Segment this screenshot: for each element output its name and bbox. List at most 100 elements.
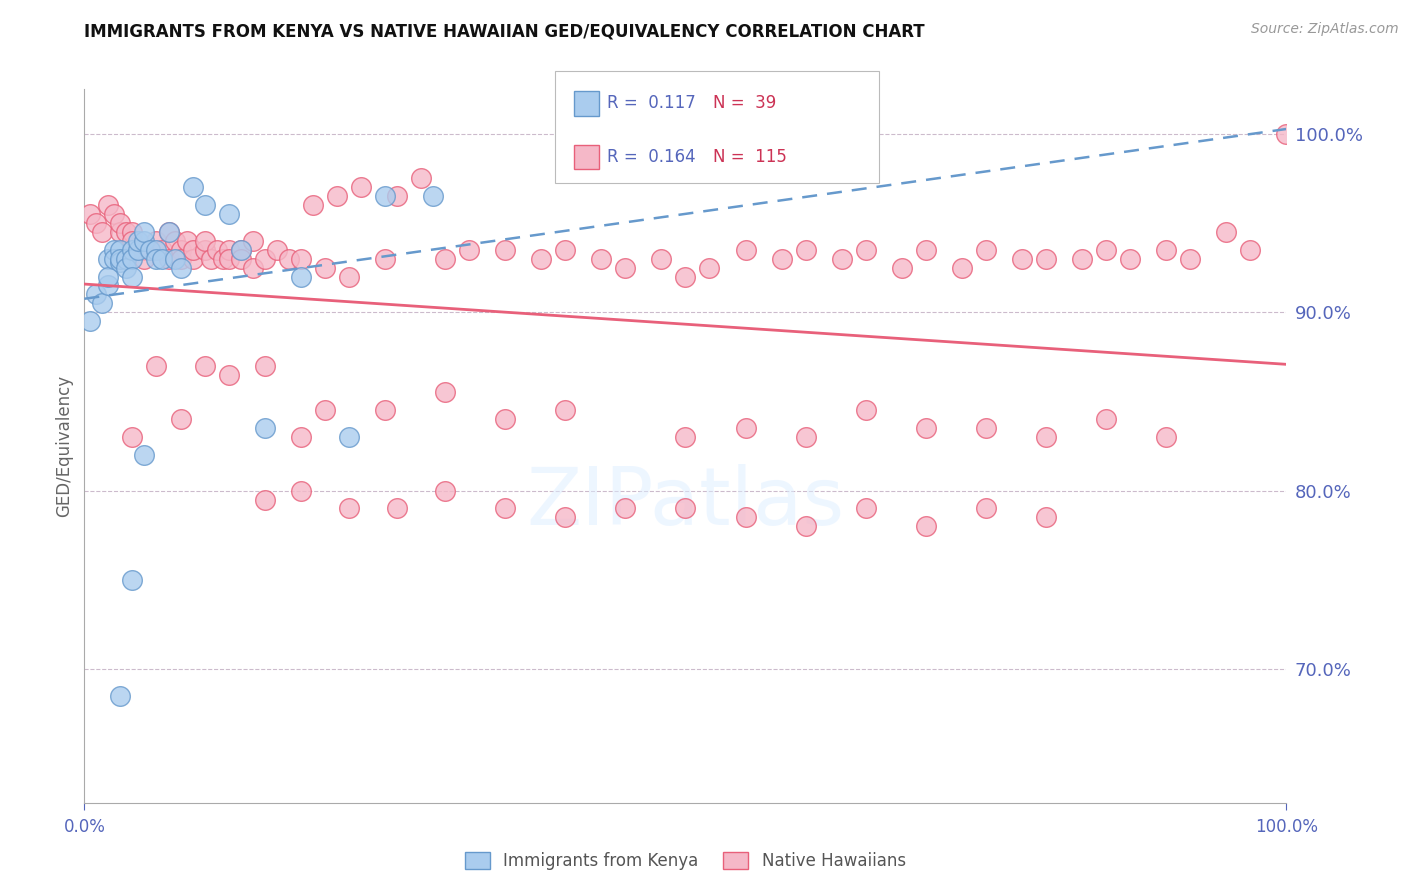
Point (794, 430, 817, 444)
Point (675, 269, 697, 284)
Text: N =  39: N = 39 (713, 95, 776, 112)
Point (115, 225, 138, 239)
Point (337, 269, 360, 284)
Point (314, 403, 336, 417)
Point (915, 243, 938, 257)
Point (554, 510, 576, 524)
Point (229, 243, 252, 257)
Point (218, 368, 240, 382)
Point (290, 483, 312, 498)
Point (1035, 510, 1057, 524)
Point (890, 260, 912, 275)
Point (422, 189, 444, 203)
Point (337, 430, 360, 444)
Point (554, 403, 576, 417)
Point (218, 243, 240, 257)
Point (121, 430, 143, 444)
Point (194, 198, 217, 212)
Point (831, 252, 853, 266)
Point (121, 252, 143, 266)
Point (915, 519, 938, 533)
Point (121, 234, 143, 248)
Point (211, 252, 233, 266)
Point (127, 234, 149, 248)
Point (409, 171, 432, 186)
Point (675, 430, 697, 444)
Point (434, 385, 457, 400)
Point (110, 225, 132, 239)
Point (121, 573, 143, 587)
Point (115, 260, 138, 275)
Point (169, 260, 191, 275)
Point (950, 260, 973, 275)
Point (145, 359, 167, 373)
Point (326, 189, 349, 203)
Point (145, 234, 167, 248)
Point (181, 252, 204, 266)
Point (169, 252, 191, 266)
Point (266, 243, 288, 257)
Point (134, 234, 156, 248)
Point (794, 243, 817, 257)
Point (1180, 252, 1202, 266)
Point (494, 412, 516, 426)
Point (974, 501, 997, 516)
Point (194, 359, 217, 373)
Point (494, 501, 516, 516)
Point (277, 252, 299, 266)
Point (91, 225, 114, 239)
Point (734, 421, 756, 435)
Point (385, 189, 408, 203)
Point (134, 225, 156, 239)
Point (301, 198, 323, 212)
Point (434, 483, 457, 498)
Point (1095, 412, 1118, 426)
Point (494, 243, 516, 257)
Point (290, 269, 312, 284)
Point (253, 421, 276, 435)
Y-axis label: GED/Equivalency: GED/Equivalency (55, 375, 73, 517)
Point (794, 519, 817, 533)
Point (614, 501, 637, 516)
Point (974, 421, 997, 435)
Point (134, 448, 156, 462)
Point (169, 243, 191, 257)
Point (855, 501, 877, 516)
Point (253, 252, 276, 266)
Point (97, 269, 120, 284)
Point (218, 252, 240, 266)
Point (530, 252, 553, 266)
Point (770, 252, 793, 266)
Point (855, 403, 877, 417)
Point (181, 243, 204, 257)
Point (554, 243, 576, 257)
Point (110, 255, 132, 269)
Point (1011, 252, 1033, 266)
Point (139, 243, 162, 257)
Point (253, 359, 276, 373)
Point (699, 260, 721, 275)
Point (675, 501, 697, 516)
Text: Source: ZipAtlas.com: Source: ZipAtlas.com (1251, 22, 1399, 37)
Point (127, 243, 149, 257)
Point (1071, 252, 1094, 266)
Point (86, 216, 108, 230)
Point (591, 252, 613, 266)
Point (200, 252, 222, 266)
Point (855, 243, 877, 257)
Point (1035, 430, 1057, 444)
Point (314, 260, 336, 275)
Point (86, 287, 108, 301)
Point (103, 252, 125, 266)
Point (1035, 252, 1057, 266)
Text: N =  115: N = 115 (713, 148, 787, 166)
Point (115, 252, 138, 266)
Point (157, 225, 180, 239)
Point (374, 252, 396, 266)
Point (145, 252, 167, 266)
Point (121, 243, 143, 257)
Point (1215, 225, 1237, 239)
Point (290, 252, 312, 266)
Point (110, 243, 132, 257)
Point (734, 243, 756, 257)
